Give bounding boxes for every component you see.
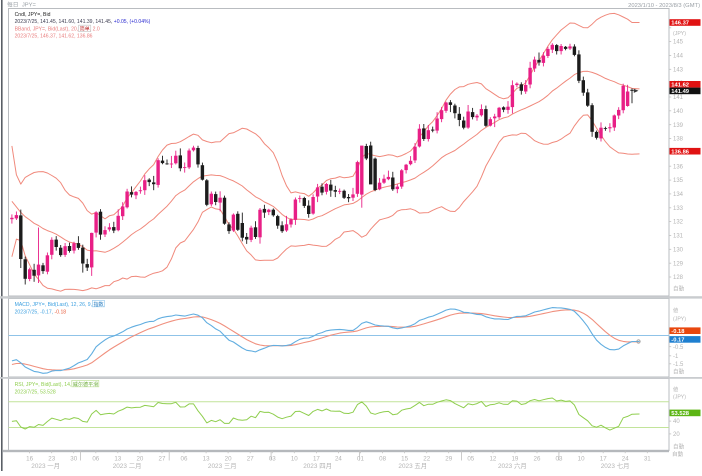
svg-text:自動: 自動 bbox=[673, 284, 685, 292]
svg-text:131: 131 bbox=[673, 234, 684, 240]
svg-text:136: 136 bbox=[673, 164, 684, 170]
svg-text:2023 一月: 2023 一月 bbox=[31, 462, 60, 470]
svg-text:2023/1/10 - 2023/8/3 (GMT): 2023/1/10 - 2023/8/3 (GMT) bbox=[628, 3, 700, 9]
svg-text:2023/7/25, -0.17, -0.18: 2023/7/25, -0.17, -0.18 bbox=[15, 309, 67, 315]
svg-text:12: 12 bbox=[489, 456, 496, 463]
svg-text:06: 06 bbox=[92, 456, 99, 463]
svg-text:2023 四月: 2023 四月 bbox=[303, 462, 332, 470]
svg-text:19: 19 bbox=[511, 456, 518, 463]
svg-text:自動: 自動 bbox=[673, 367, 685, 375]
svg-text:27: 27 bbox=[247, 456, 254, 463]
svg-text:値: 値 bbox=[673, 385, 678, 393]
svg-text:24: 24 bbox=[622, 456, 629, 463]
svg-text:06: 06 bbox=[181, 456, 188, 463]
svg-text:03: 03 bbox=[269, 456, 276, 463]
svg-text:(JPY): (JPY) bbox=[673, 31, 686, 37]
svg-text:139: 139 bbox=[673, 123, 684, 129]
svg-text:132: 132 bbox=[673, 220, 684, 226]
svg-text:05: 05 bbox=[467, 456, 474, 463]
svg-text:-1: -1 bbox=[673, 354, 679, 360]
svg-text:-0.18: -0.18 bbox=[671, 329, 685, 335]
svg-text:134: 134 bbox=[673, 192, 684, 198]
svg-text:08: 08 bbox=[379, 456, 386, 463]
svg-text:2023/7/25, 53.528: 2023/7/25, 53.528 bbox=[15, 389, 56, 395]
svg-text:138: 138 bbox=[673, 137, 684, 143]
svg-text:20: 20 bbox=[225, 456, 232, 463]
svg-text:130: 130 bbox=[673, 247, 684, 253]
svg-text:27: 27 bbox=[159, 456, 166, 463]
svg-text:01: 01 bbox=[357, 456, 364, 463]
svg-text:145: 145 bbox=[673, 40, 684, 46]
svg-text:13: 13 bbox=[114, 456, 121, 463]
svg-text:2023 五月: 2023 五月 bbox=[398, 462, 427, 470]
svg-text:値: 値 bbox=[673, 306, 678, 314]
svg-text:53.528: 53.528 bbox=[671, 411, 690, 417]
svg-text:144: 144 bbox=[673, 54, 684, 60]
svg-text:129: 129 bbox=[673, 261, 684, 267]
svg-text:2023 六月: 2023 六月 bbox=[498, 461, 527, 470]
svg-text:2023/7/25, 141.45, 141.60, 141: 2023/7/25, 141.45, 141.60, 141.39, 141.4… bbox=[15, 19, 151, 25]
svg-text:(JPY): (JPY) bbox=[673, 395, 686, 401]
svg-text:143: 143 bbox=[673, 67, 684, 73]
svg-text:141.62: 141.62 bbox=[671, 82, 689, 88]
svg-text:自動: 自動 bbox=[672, 450, 684, 458]
svg-text:BBand, JPY=, Bid(Last), 20, 简单: BBand, JPY=, Bid(Last), 20, 简单, 2.0 bbox=[15, 25, 100, 32]
svg-text:135: 135 bbox=[673, 178, 684, 184]
svg-text:2023/7/25, 146.37, 141.62, 136: 2023/7/25, 146.37, 141.62, 136.86 bbox=[15, 34, 93, 40]
svg-text:自動: 自動 bbox=[673, 443, 685, 451]
svg-text:2023 三月: 2023 三月 bbox=[208, 462, 237, 470]
svg-text:13: 13 bbox=[203, 456, 210, 463]
svg-text:133: 133 bbox=[673, 206, 684, 212]
svg-text:20: 20 bbox=[673, 432, 680, 438]
svg-text:146.37: 146.37 bbox=[671, 21, 689, 27]
svg-text:-0.17: -0.17 bbox=[671, 338, 684, 344]
svg-text:15: 15 bbox=[401, 456, 408, 463]
svg-text:16: 16 bbox=[26, 456, 33, 463]
svg-text:10: 10 bbox=[291, 456, 298, 463]
svg-text:31: 31 bbox=[644, 456, 651, 463]
svg-text:136.86: 136.86 bbox=[671, 149, 690, 155]
svg-text:22: 22 bbox=[423, 456, 430, 463]
svg-text:23: 23 bbox=[48, 456, 55, 463]
svg-text:(JPY): (JPY) bbox=[673, 317, 686, 323]
svg-text:141.49: 141.49 bbox=[671, 89, 690, 95]
svg-text:29: 29 bbox=[445, 456, 452, 463]
svg-text:10: 10 bbox=[578, 456, 585, 463]
svg-text:-1.5: -1.5 bbox=[673, 362, 684, 368]
svg-text:2023 七月: 2023 七月 bbox=[601, 461, 630, 470]
svg-text:17: 17 bbox=[600, 456, 607, 463]
svg-text:-0.5: -0.5 bbox=[673, 345, 684, 351]
svg-text:2023 二月: 2023 二月 bbox=[113, 462, 142, 470]
svg-text:26: 26 bbox=[534, 456, 541, 463]
svg-text:141: 141 bbox=[673, 95, 684, 101]
svg-text:每日 JPY=: 每日 JPY= bbox=[7, 0, 36, 8]
svg-text:MACD, JPY=, Bid(Last), 12, 26,: MACD, JPY=, Bid(Last), 12, 26, 9, 指数 bbox=[15, 301, 104, 308]
svg-text:24: 24 bbox=[335, 456, 342, 463]
svg-text:20: 20 bbox=[136, 456, 143, 463]
svg-text:RSI, JPY=, Bid(Last), 14, 威尔德平: RSI, JPY=, Bid(Last), 14, 威尔德平滑 bbox=[15, 381, 99, 388]
svg-text:30: 30 bbox=[70, 456, 77, 463]
svg-text:17: 17 bbox=[313, 456, 320, 463]
svg-text:128: 128 bbox=[673, 275, 684, 281]
svg-text:40: 40 bbox=[673, 419, 680, 425]
svg-text:140: 140 bbox=[673, 109, 684, 115]
svg-text:Cndl, JPY=, Bid: Cndl, JPY=, Bid bbox=[15, 12, 51, 18]
